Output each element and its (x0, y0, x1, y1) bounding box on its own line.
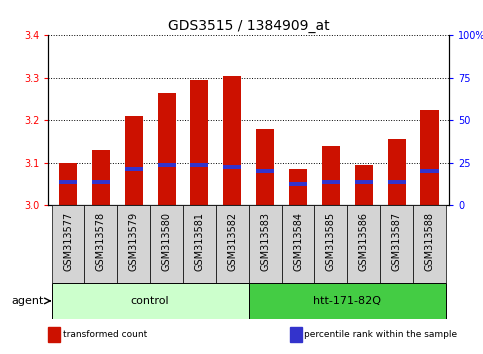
Text: agent: agent (11, 296, 43, 306)
Bar (380, 205, 413, 283)
Bar (59, 180, 77, 184)
Text: GSM313581: GSM313581 (195, 212, 204, 270)
Text: GSM313580: GSM313580 (162, 212, 171, 270)
Bar (52, 205, 85, 283)
Bar (249, 205, 282, 283)
Text: GSM313582: GSM313582 (227, 212, 237, 271)
Bar (52, 283, 249, 319)
Text: control: control (131, 296, 170, 306)
Bar (289, 169, 307, 205)
Text: htt-171-82Q: htt-171-82Q (313, 296, 381, 306)
Bar (157, 93, 176, 205)
Bar (387, 180, 406, 184)
Text: GSM313577: GSM313577 (63, 212, 73, 271)
Bar (355, 180, 373, 184)
Bar (355, 165, 373, 205)
Bar (420, 110, 439, 205)
Text: GSM313585: GSM313585 (326, 212, 336, 271)
Bar (256, 129, 274, 205)
Bar (125, 167, 143, 171)
Bar (125, 116, 143, 205)
Bar (150, 205, 183, 283)
Bar (157, 163, 176, 167)
Bar (117, 205, 150, 283)
Text: GSM313583: GSM313583 (260, 212, 270, 270)
Bar (183, 205, 216, 283)
Text: GSM313584: GSM313584 (293, 212, 303, 270)
Bar (322, 146, 340, 205)
Bar (420, 169, 439, 173)
Bar (322, 180, 340, 184)
Bar (223, 76, 242, 205)
Bar (92, 180, 110, 184)
Bar (190, 80, 209, 205)
Bar (92, 150, 110, 205)
Text: GSM313586: GSM313586 (359, 212, 369, 270)
Title: GDS3515 / 1384909_at: GDS3515 / 1384909_at (168, 19, 329, 33)
Bar (85, 205, 117, 283)
Bar (59, 163, 77, 205)
Text: GSM313587: GSM313587 (392, 212, 401, 271)
Bar (282, 205, 314, 283)
Text: percentile rank within the sample: percentile rank within the sample (304, 330, 457, 339)
Bar (347, 205, 380, 283)
Bar (289, 182, 307, 186)
Text: transformed count: transformed count (63, 330, 147, 339)
Text: GSM313579: GSM313579 (129, 212, 139, 271)
Text: GSM313578: GSM313578 (96, 212, 106, 271)
Bar (256, 169, 274, 173)
Bar (413, 205, 446, 283)
Bar (190, 163, 209, 167)
Text: GSM313588: GSM313588 (425, 212, 435, 270)
Bar (223, 165, 242, 169)
Bar (314, 205, 347, 283)
Bar (216, 205, 249, 283)
Bar (249, 283, 446, 319)
Bar (387, 139, 406, 205)
